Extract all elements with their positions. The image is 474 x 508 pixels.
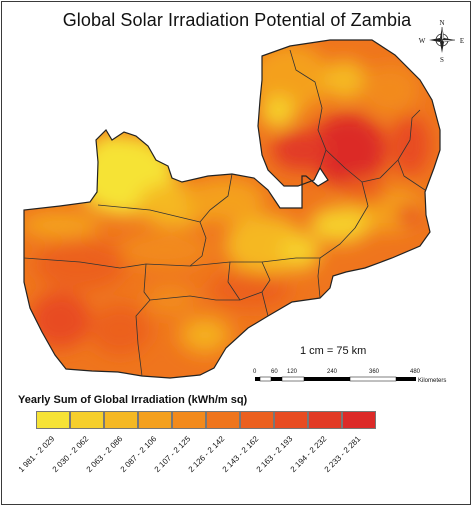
scale-ratio-text: 1 cm = 75 km: [300, 345, 367, 357]
legend-swatch: [308, 411, 342, 429]
compass-rose-icon: N S E W: [419, 19, 464, 64]
scale-tick-label: 360: [369, 369, 380, 375]
scale-tick-label: 240: [327, 369, 338, 375]
compass-south-label: S: [440, 56, 444, 64]
legend-swatch: [274, 411, 308, 429]
legend-title: Yearly Sum of Global Irradiation (kWh/m …: [18, 394, 248, 406]
scale-tick-label: 120: [287, 369, 298, 375]
country-outline: [23, 39, 441, 379]
scale-unit-label: Kilometers: [418, 378, 447, 384]
compass-north-label: N: [439, 19, 444, 27]
compass-east-label: E: [460, 37, 464, 45]
scale-tick-label: 480: [410, 369, 421, 375]
legend-swatch: [206, 411, 240, 429]
legend-swatch: [342, 411, 376, 429]
scale-tick-label: 0: [253, 369, 257, 375]
compass-west-label: W: [419, 37, 426, 45]
province-boundaries: [23, 49, 426, 377]
scale-tick-label: 60: [271, 369, 278, 375]
legend-swatch: [172, 411, 206, 429]
legend-swatch: [240, 411, 274, 429]
scale-bar: [255, 376, 416, 382]
legend-swatch: [138, 411, 172, 429]
legend-swatch: [36, 411, 70, 429]
legend-swatch: [70, 411, 104, 429]
legend-swatch: [104, 411, 138, 429]
map-title: Global Solar Irradiation Potential of Za…: [62, 10, 412, 30]
